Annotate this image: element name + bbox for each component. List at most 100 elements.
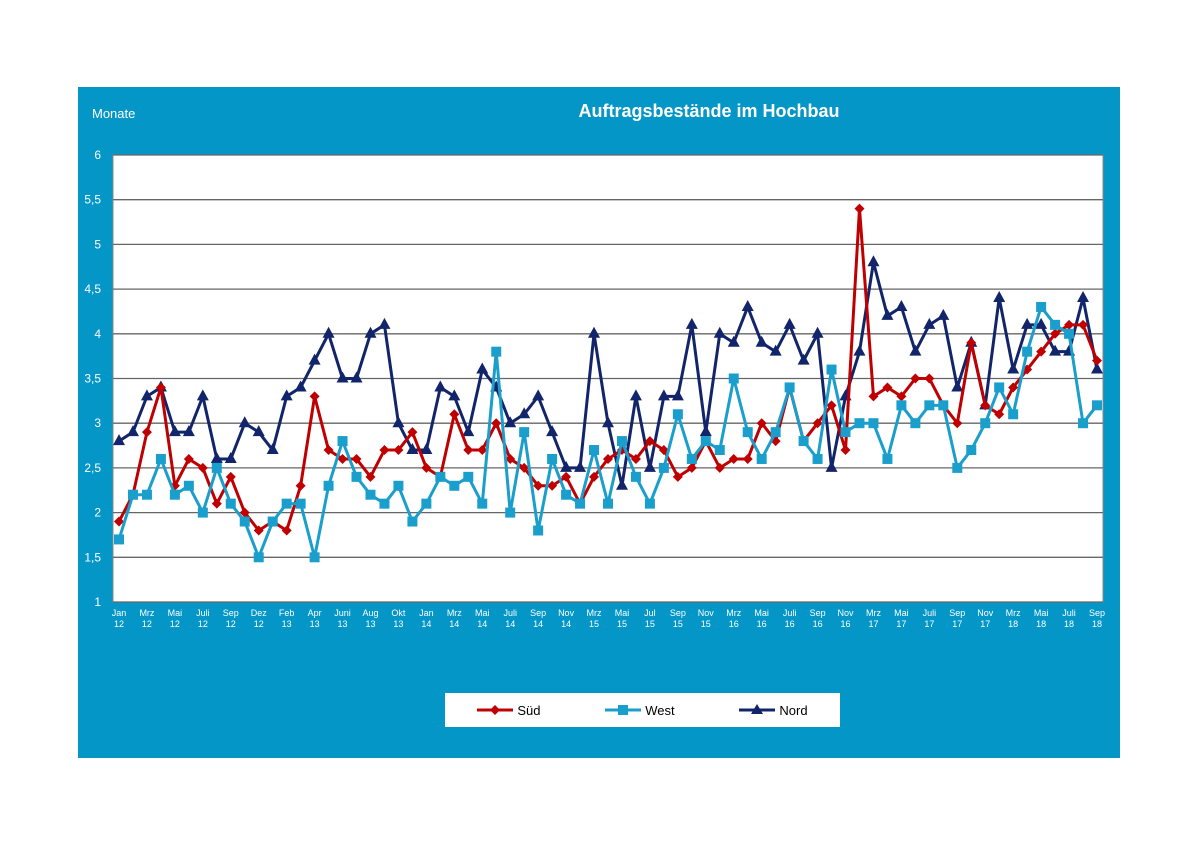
data-point-sued — [714, 462, 725, 473]
data-point-nord — [364, 326, 377, 338]
x-tick-year: 12 — [142, 619, 152, 629]
data-point-sued — [309, 391, 320, 402]
data-point-nord — [476, 362, 489, 374]
x-tick-year: 14 — [533, 619, 543, 629]
x-tick-label: Mrz — [139, 608, 154, 618]
x-tick-year: 12 — [170, 619, 180, 629]
data-point-sued — [896, 391, 907, 402]
x-tick-label: Mrz — [1006, 608, 1021, 618]
y-tick-label: 4,5 — [84, 282, 101, 296]
data-point-west — [938, 400, 949, 411]
data-point-west — [393, 480, 404, 491]
data-point-sued — [603, 453, 613, 464]
y-tick-label: 6 — [94, 148, 101, 162]
data-point-west — [183, 480, 194, 491]
x-tick-label: Nov — [698, 608, 715, 618]
x-tick-label: Mai — [615, 608, 630, 618]
x-tick-year: 13 — [282, 619, 292, 629]
data-point-sued — [686, 462, 697, 473]
data-point-nord — [1049, 344, 1062, 356]
data-point-west — [910, 418, 921, 429]
data-point-nord — [615, 478, 628, 490]
legend-item-west: West — [605, 703, 675, 718]
x-tick-label: Jan — [419, 608, 434, 618]
data-point-nord — [434, 380, 447, 392]
data-point-west — [630, 471, 641, 482]
data-point-west — [169, 489, 180, 500]
data-point-sued — [812, 418, 823, 429]
x-tick-year: 17 — [868, 619, 878, 629]
data-point-west — [966, 445, 977, 456]
data-point-west — [337, 436, 348, 447]
data-point-west — [700, 436, 711, 447]
x-tick-label: Juni — [334, 608, 351, 618]
data-point-west — [575, 498, 586, 509]
data-point-nord — [881, 308, 894, 320]
data-point-west — [239, 516, 250, 527]
x-tick-label: Jul — [644, 608, 656, 618]
data-point-nord — [727, 335, 740, 347]
data-point-nord — [140, 389, 153, 401]
data-point-nord — [895, 299, 908, 311]
data-point-west — [603, 498, 613, 509]
data-point-nord — [699, 425, 712, 437]
data-point-sued — [966, 337, 977, 348]
data-point-sued — [644, 436, 655, 447]
x-tick-label: Dez — [251, 608, 268, 618]
data-point-nord — [378, 317, 391, 329]
x-tick-label: Juli — [783, 608, 797, 618]
data-point-west — [952, 462, 963, 473]
data-point-nord — [1035, 317, 1048, 329]
data-point-nord — [406, 443, 419, 455]
data-point-nord — [685, 317, 698, 329]
data-point-west — [1022, 346, 1033, 357]
data-point-west — [714, 445, 725, 456]
data-point-sued — [924, 373, 935, 384]
x-tick-label: Sep — [949, 608, 965, 618]
x-tick-label: Mrz — [726, 608, 741, 618]
x-tick-label: Juli — [923, 608, 937, 618]
line-chart: 11,522,533,544,555,56Jan12Mrz12Mai12Juli… — [84, 148, 1105, 629]
x-tick-year: 14 — [449, 619, 459, 629]
data-point-west — [463, 471, 474, 482]
data-point-nord — [126, 425, 139, 437]
data-point-sued — [253, 525, 264, 536]
data-point-nord — [350, 371, 363, 383]
x-tick-year: 14 — [421, 619, 431, 629]
data-point-sued — [323, 445, 334, 456]
legend: Süd West Nord — [445, 693, 840, 727]
data-point-west — [854, 418, 865, 429]
data-point-sued — [1064, 319, 1075, 330]
x-tick-label: Apr — [308, 608, 322, 618]
data-point-sued — [379, 445, 390, 456]
data-point-sued — [533, 480, 544, 491]
x-tick-year: 13 — [310, 619, 320, 629]
data-point-nord — [238, 416, 251, 428]
x-tick-label: Sep — [223, 608, 239, 618]
x-tick-label: Mai — [1034, 608, 1049, 618]
data-point-west — [686, 453, 697, 464]
x-tick-label: Mrz — [866, 608, 881, 618]
data-point-west — [868, 418, 879, 429]
x-tick-year: 15 — [645, 619, 655, 629]
data-point-sued — [561, 471, 572, 482]
data-point-sued — [519, 462, 530, 473]
data-point-west — [672, 409, 683, 420]
data-point-sued — [952, 418, 963, 429]
x-tick-year: 15 — [617, 619, 627, 629]
data-point-west — [561, 489, 572, 500]
data-point-west — [840, 427, 851, 438]
x-tick-year: 14 — [561, 619, 571, 629]
data-point-west — [1064, 328, 1075, 339]
data-point-nord — [629, 389, 642, 401]
data-point-nord — [462, 425, 475, 437]
data-point-nord — [560, 460, 573, 472]
data-point-west — [351, 471, 362, 482]
data-point-west — [1036, 301, 1047, 312]
data-point-nord — [1007, 362, 1020, 374]
data-point-west — [309, 552, 320, 563]
x-tick-year: 16 — [757, 619, 767, 629]
data-point-west — [379, 498, 390, 509]
data-point-sued — [1050, 328, 1061, 339]
data-point-nord — [588, 326, 601, 338]
